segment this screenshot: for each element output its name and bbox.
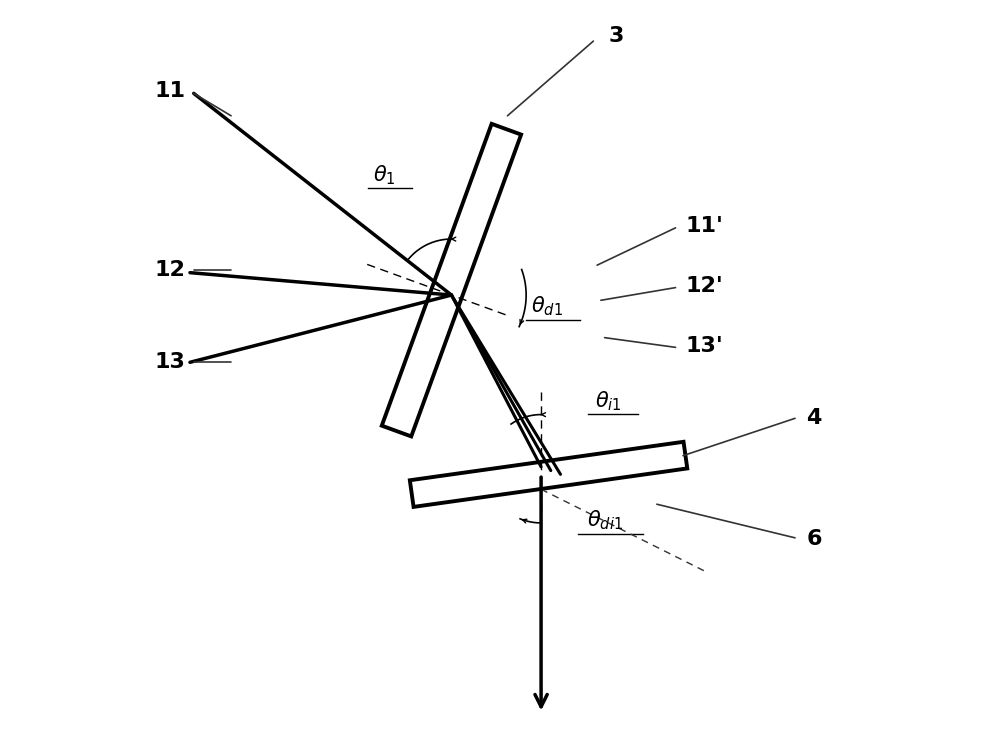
Text: $\theta_{di1}$: $\theta_{di1}$ [587, 509, 623, 533]
Text: 11': 11' [685, 216, 723, 235]
Text: 13': 13' [685, 336, 723, 356]
Text: 11: 11 [155, 81, 186, 101]
Text: 4: 4 [806, 409, 822, 428]
Text: 3: 3 [608, 26, 624, 46]
Text: 6: 6 [806, 530, 822, 549]
Text: $\theta_{d1}$: $\theta_{d1}$ [531, 294, 563, 318]
Text: $\theta_1$: $\theta_1$ [373, 164, 396, 187]
Text: 13: 13 [155, 353, 186, 372]
Text: $\theta_{i1}$: $\theta_{i1}$ [595, 389, 622, 413]
Text: 12': 12' [685, 276, 723, 296]
Text: 12: 12 [155, 261, 186, 280]
